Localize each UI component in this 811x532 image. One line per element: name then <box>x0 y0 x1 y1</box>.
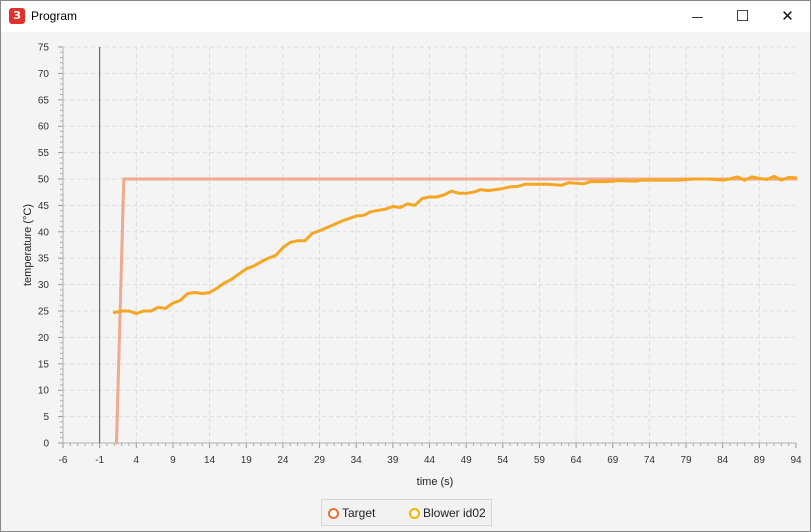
x-tick-label: 24 <box>277 455 289 466</box>
y-tick-label: 25 <box>38 307 50 318</box>
legend: Target Blower id02 <box>321 499 492 526</box>
x-tick-label: 74 <box>644 455 656 466</box>
x-tick-label: 84 <box>717 455 729 466</box>
x-tick-label: -6 <box>59 455 68 466</box>
y-tick-label: 45 <box>38 201 50 212</box>
close-button[interactable]: ✕ <box>765 1 810 32</box>
x-tick-label: 54 <box>497 455 509 466</box>
maximize-icon: ☐ <box>735 7 750 25</box>
legend-label-target: Target <box>342 506 376 520</box>
y-tick-label: 5 <box>43 412 49 423</box>
y-tick-label: 35 <box>38 254 50 265</box>
grid <box>63 46 796 443</box>
x-axis-label: time (s) <box>417 476 454 488</box>
y-tick-label: 30 <box>38 280 50 291</box>
series-target-line <box>115 177 798 445</box>
x-axis-ticks: -6 -1 4 9 14 19 24 29 34 39 44 49 54 59 64 69 74 79 84 89 94 <box>59 443 802 466</box>
x-tick-label: 94 <box>790 455 802 466</box>
x-tick-label: 39 <box>387 455 399 466</box>
minimize-icon: — <box>691 10 704 24</box>
y-tick-label: 70 <box>38 69 50 80</box>
y-tick-label: 0 <box>43 439 49 450</box>
series-layer <box>112 174 798 445</box>
x-tick-label: 9 <box>170 455 176 466</box>
y-tick-label: 20 <box>38 333 50 344</box>
x-tick-label: 79 <box>680 455 692 466</box>
y-tick-label: 50 <box>38 175 50 186</box>
y-tick-label: 65 <box>38 95 50 106</box>
x-tick-label: 19 <box>241 455 253 466</box>
close-icon: ✕ <box>781 7 794 25</box>
title-bar[interactable]: З Program — ☐ ✕ <box>1 1 810 32</box>
y-axis-ticks: 0 5 10 15 20 25 30 35 40 45 50 55 60 65 70 75 <box>38 43 63 450</box>
maximize-button[interactable]: ☐ <box>720 1 765 32</box>
x-tick-label: 49 <box>461 455 473 466</box>
y-axis-label: temperature (°C) <box>22 204 34 286</box>
y-tick-label: 75 <box>38 43 50 54</box>
window-title: Program <box>31 9 78 23</box>
x-tick-label: 34 <box>351 455 363 466</box>
series-blower-line <box>112 174 798 316</box>
x-tick-label: 29 <box>314 455 326 466</box>
legend-label-blower: Blower id02 <box>423 506 486 520</box>
x-tick-label: 44 <box>424 455 436 466</box>
x-tick-label: -1 <box>95 455 104 466</box>
y-tick-label: 10 <box>38 386 50 397</box>
x-tick-label: 89 <box>754 455 766 466</box>
x-tick-label: 14 <box>204 455 216 466</box>
x-tick-label: 59 <box>534 455 546 466</box>
y-tick-label: 55 <box>38 148 50 159</box>
target-marker-icon <box>328 508 339 519</box>
y-tick-label: 15 <box>38 359 50 370</box>
minimize-button[interactable]: — <box>675 1 720 32</box>
app-icon: З <box>9 8 25 24</box>
x-tick-label: 64 <box>571 455 583 466</box>
x-tick-label: 4 <box>134 455 140 466</box>
x-tick-label: 69 <box>607 455 619 466</box>
y-tick-label: 60 <box>38 122 50 133</box>
y-tick-label: 40 <box>38 227 50 238</box>
blower-marker-icon <box>409 508 420 519</box>
